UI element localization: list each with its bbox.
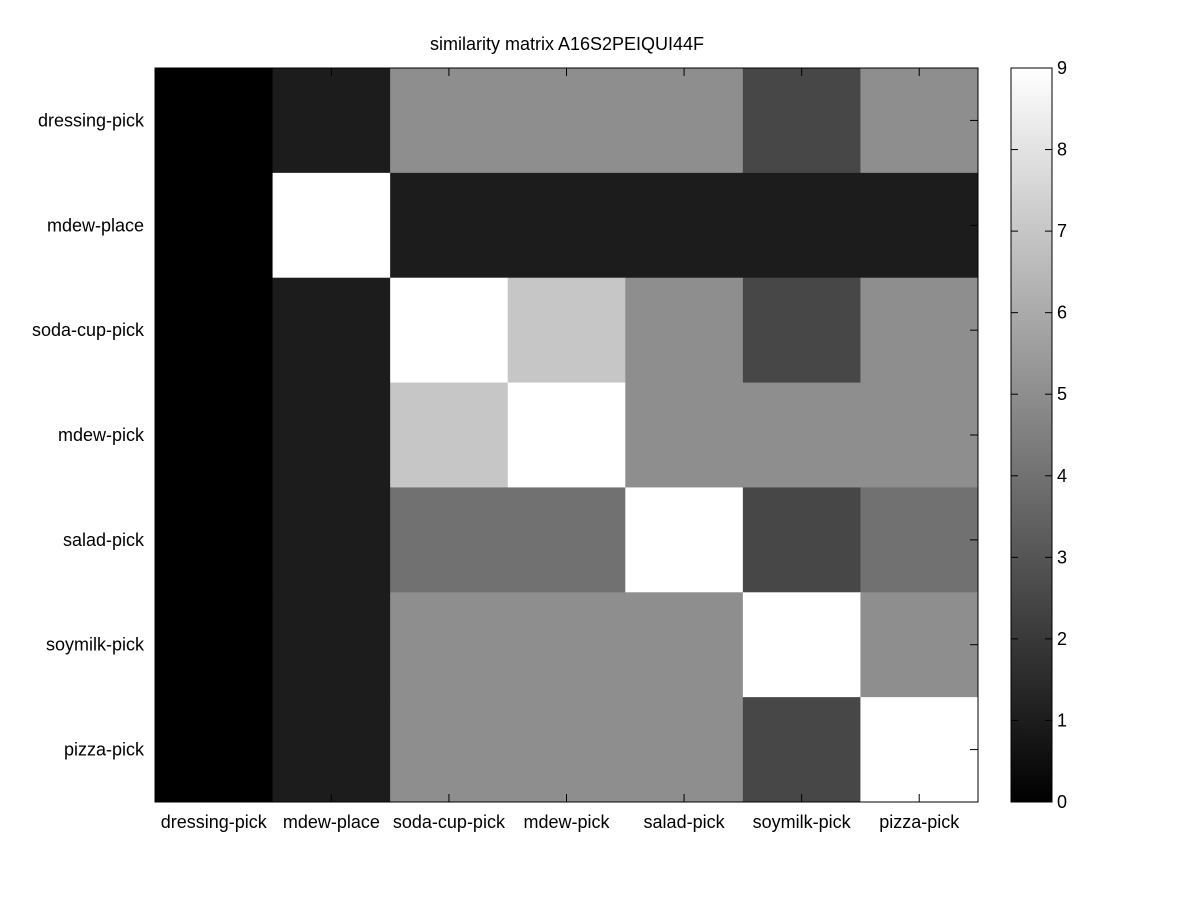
heatmap-cell [742,68,861,174]
heatmap-cell [742,382,861,488]
heatmap-cell [390,68,509,174]
heatmap-cell [507,277,626,384]
y-tick-label: soymilk-pick [46,635,145,655]
heatmap-cell [155,277,274,384]
heatmap-cell [625,277,744,384]
heatmap-cell [742,592,861,698]
heatmap-cell [742,172,861,279]
heatmap-cell [860,487,979,593]
heatmap-cell [860,68,979,174]
colorbar: 0 1 2 3 4 5 6 7 8 9 [1010,58,1067,812]
y-tick-label: dressing-pick [38,110,145,130]
colorbar-tick-label: 2 [1057,629,1067,649]
heatmap-cell [507,592,626,698]
heatmap-cells [155,68,979,803]
heatmap-cell [390,697,509,803]
heatmap-cell [507,172,626,279]
heatmap-cell [860,277,979,384]
heatmap-cell [272,592,391,698]
heatmap-cell [272,277,391,384]
heatmap-cell [742,277,861,384]
heatmap-cell [272,382,391,488]
heatmap-cell [272,697,391,803]
heatmap-cell [155,697,274,803]
heatmap-cell [625,697,744,803]
heatmap-cell [507,382,626,488]
colorbar-tick-label: 7 [1057,221,1067,241]
heatmap-cell [860,592,979,698]
heatmap-cell [390,277,509,384]
heatmap-cell [155,592,274,698]
colorbar-tick-label: 0 [1057,792,1067,812]
colorbar-tick-label: 8 [1057,140,1067,160]
heatmap-cell [390,487,509,593]
heatmap-cell [155,172,274,279]
heatmap-cell [272,172,391,279]
y-tick-label: soda-cup-pick [32,320,145,340]
heatmap-cell [742,487,861,593]
colorbar-tick-label: 5 [1057,384,1067,404]
heatmap-cell [272,487,391,593]
x-tick-label: pizza-pick [879,812,960,832]
y-axis: dressing-pick mdew-place soda-cup-pick mdew… [32,110,978,760]
heatmap-cell [507,487,626,593]
x-tick-label: mdew-place [283,812,380,832]
colorbar-tick-label: 6 [1057,303,1067,323]
colorbar-tick-label: 4 [1057,466,1067,486]
heatmap-cell [507,68,626,174]
colorbar-tick-label: 9 [1057,58,1067,78]
colorbar-tick-label: 3 [1057,547,1067,567]
y-tick-label: mdew-place [47,215,144,235]
x-tick-label: mdew-pick [523,812,610,832]
heatmap-cell [742,697,861,803]
heatmap-cell [860,172,979,279]
heatmap-cell [625,487,744,593]
heatmap-cell [507,697,626,803]
heatmap-cell [272,68,391,174]
heatmap-cell [860,697,979,803]
heatmap-cell [625,68,744,174]
x-tick-label: soymilk-pick [753,812,852,832]
colorbar-gradient [1010,67,1053,803]
heatmap-cell [860,382,979,488]
colorbar-tick-label: 1 [1057,710,1067,730]
chart-title: similarity matrix A16S2PEIQUI44F [430,34,704,54]
heatmap-cell [390,592,509,698]
heatmap-cell [390,172,509,279]
x-tick-label: soda-cup-pick [393,812,506,832]
heatmap-cell [625,592,744,698]
x-tick-label: salad-pick [644,812,726,832]
y-tick-label: mdew-pick [58,425,145,445]
x-tick-label: dressing-pick [161,812,268,832]
y-tick-label: pizza-pick [64,740,145,760]
heatmap-cell [155,382,274,488]
heatmap-cell [155,487,274,593]
x-axis: dressing-pick mdew-place soda-cup-pick mdew… [161,68,960,832]
heatmap-cell [155,68,274,174]
heatmap-cell [625,172,744,279]
heatmap-cell [390,382,509,488]
heatmap-cell [625,382,744,488]
y-tick-label: salad-pick [63,530,145,550]
